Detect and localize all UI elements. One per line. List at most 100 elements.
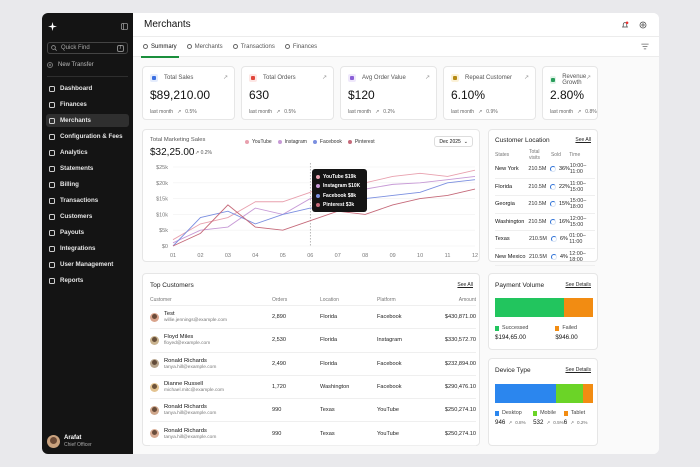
- amount-cell: $330,572.70: [444, 337, 476, 344]
- legend-label-row: Successed: [495, 325, 555, 331]
- kpi-icon-mark: [453, 76, 457, 80]
- month-select[interactable]: Dec 2025 ⌄: [434, 136, 473, 147]
- arrow-up-right-icon[interactable]: ↗: [222, 75, 228, 81]
- legend-swatch: [555, 325, 560, 331]
- customer-cell: Dianne Russell michael.mitc@example.com: [150, 381, 272, 393]
- location-cell: Florida: [320, 337, 338, 344]
- tooltip-value: Facebook $8k: [323, 192, 357, 199]
- sidebar-item-reports[interactable]: Reports: [46, 274, 129, 287]
- table-row[interactable]: Test willie.jennings@example.com 2,890 Flor…: [150, 306, 476, 330]
- sidebar-item-dashboard[interactable]: Dashboard: [46, 82, 129, 95]
- kpi-period: last month: [249, 109, 273, 115]
- device-legend: Desktop 946 ↗ 0.8% Mobile 532 ↗ 0.5% Tablet 6 ↗ 0.2…: [495, 410, 593, 426]
- x-tick-label: 04: [252, 253, 258, 259]
- kpi-value: $89,210.00: [150, 88, 211, 102]
- top-customers-table: Customer Orders Location Platform Amount Test…: [150, 294, 476, 446]
- quick-find-input[interactable]: Quick Find /: [47, 42, 128, 54]
- orders-cell: 2,490: [272, 360, 286, 367]
- customer-cell: Test willie.jennings@example.com: [150, 311, 272, 323]
- customer-name: Test: [164, 311, 175, 318]
- sidebar-item-analytics[interactable]: Analytics: [46, 146, 129, 159]
- legend-swatch: [495, 325, 499, 331]
- filter-icon[interactable]: [641, 43, 649, 50]
- device-see-details-link[interactable]: See Details: [565, 367, 591, 373]
- kpi-period: last month: [550, 109, 574, 115]
- gear-icon[interactable]: [639, 21, 647, 29]
- arrow-up-right-icon[interactable]: ↗: [424, 75, 430, 81]
- tab-merchants[interactable]: Merchants: [186, 37, 223, 57]
- new-transfer-button[interactable]: New Transfer: [47, 60, 128, 70]
- legend-item: Pinterest: [347, 139, 375, 145]
- kpi-icon-mark: [152, 76, 156, 80]
- app-window: Quick Find / New Transfer Dashboard Finan…: [42, 13, 659, 454]
- new-transfer-label: New Transfer: [58, 62, 94, 68]
- table-row[interactable]: New Mexico 210.5M 4% 12:00–18:00: [495, 249, 595, 266]
- marketing-change: ↗ 0.2%: [195, 150, 212, 156]
- kpi-change: 0.2%: [383, 109, 395, 115]
- tab-transactions[interactable]: Transactions: [232, 37, 275, 57]
- location-cell: Texas: [320, 430, 335, 437]
- sidebar-item-transactions[interactable]: Transactions: [46, 194, 129, 207]
- table-row[interactable]: Texas 210.5M 6% 01:00–11:00: [495, 231, 595, 249]
- kpi-title: Repeat Customer: [451, 74, 512, 82]
- tab-finances[interactable]: Finances: [284, 37, 317, 57]
- payment-bar-segment-successed: [495, 298, 564, 317]
- arrow-up-right-icon[interactable]: ↗: [321, 75, 327, 81]
- sidebar-item-user-management[interactable]: User Management: [46, 258, 129, 271]
- sidebar-item-merchants[interactable]: Merchants: [46, 114, 129, 127]
- user-profile[interactable]: Arafat Chief Officer: [47, 435, 92, 448]
- collapse-sidebar-icon[interactable]: [121, 22, 128, 30]
- sidebar-item-customers[interactable]: Customers: [46, 210, 129, 223]
- payment-legend-item: Failed $946.00: [555, 325, 593, 341]
- sidebar-item-finances[interactable]: Finances: [46, 98, 129, 111]
- chart-legend: YouTube Instagram Facebook Pinterest: [245, 139, 381, 145]
- table-row[interactable]: Ronald Richards tanya.hill@example.com 990…: [150, 399, 476, 423]
- platform-cell: Instagram: [377, 337, 402, 344]
- payment-see-details-link[interactable]: See Details: [565, 282, 591, 288]
- kpi-period: last month: [451, 109, 475, 115]
- legend-change: 0.2%: [577, 420, 588, 425]
- customer-email: tanya.hill@example.com: [164, 364, 217, 370]
- legend-value-row: $194,65.00: [495, 334, 555, 341]
- table-row[interactable]: Florida 210.5M 22% 11:00–15:00: [495, 179, 595, 196]
- amount-cell: $430,871.00: [444, 314, 476, 321]
- bell-icon[interactable]: [621, 20, 629, 29]
- table-row[interactable]: New York 210.5M 36% 10:00–11:00: [495, 161, 595, 179]
- amount-cell: $250,274.10: [444, 430, 476, 437]
- chart-tooltip: YouTube $19k Instagram $10K Facebook $8k Pi…: [312, 169, 367, 212]
- payment-legend: Successed $194,65.00 Failed $946.00: [495, 325, 593, 341]
- location-see-all-link[interactable]: See All: [575, 137, 591, 143]
- amount-cell: $250,274.10: [444, 407, 476, 414]
- table-row[interactable]: Dianne Russell michael.mitc@example.com 1,…: [150, 376, 476, 400]
- tab-summary[interactable]: Summary: [141, 37, 179, 58]
- sidebar-item-configuration-fees[interactable]: Configuration & Fees: [46, 130, 129, 143]
- trend-up-icon: ↗: [577, 109, 582, 115]
- legend-label: YouTube: [252, 139, 272, 145]
- sold-cell: 36%: [549, 166, 570, 173]
- table-row[interactable]: Georgia 210.5M 15% 15:00–18:00: [495, 196, 595, 214]
- visits-cell: 210.5M: [528, 218, 547, 225]
- sidebar-item-statements[interactable]: Statements: [46, 162, 129, 175]
- legend-label: Successed: [502, 325, 529, 331]
- device-bar-segment-mobile: [555, 384, 584, 403]
- arrow-up-right-icon[interactable]: ↗: [585, 75, 591, 81]
- marketing-sales-card: Total Marketing Sales $32,25.00 ↗ 0.2% Y…: [142, 129, 480, 262]
- kpi-footer: last month ↗ 0.5%: [150, 109, 197, 115]
- table-row[interactable]: Ronald Richards tanya.hill@example.com 2,4…: [150, 353, 476, 376]
- top-customers-see-all-link[interactable]: See All: [457, 282, 473, 288]
- x-tick-label: 10: [417, 253, 423, 259]
- legend-item: Instagram: [277, 139, 307, 145]
- sidebar-item-payouts[interactable]: Payouts: [46, 226, 129, 239]
- table-row[interactable]: Floyd Miles floyed@example.com 2,530 Florid…: [150, 329, 476, 353]
- sidebar-item-billing[interactable]: Billing: [46, 178, 129, 191]
- arrow-up-right-icon[interactable]: ↗: [523, 75, 529, 81]
- table-row[interactable]: Ronald Richards tanya.hill@example.com 990…: [150, 422, 476, 446]
- sidebar-item-integrations[interactable]: Integrations: [46, 242, 129, 255]
- progress-ring-icon: [550, 236, 557, 243]
- kpi-icon: [150, 74, 158, 82]
- visits-cell: 210.5M: [528, 166, 547, 173]
- payment-legend-item: Successed $194,65.00: [495, 325, 555, 341]
- progress-ring-icon: [549, 183, 556, 190]
- legend-label: Instagram: [284, 139, 307, 145]
- table-row[interactable]: Washington 210.5M 16% 12:00–15:00: [495, 214, 595, 231]
